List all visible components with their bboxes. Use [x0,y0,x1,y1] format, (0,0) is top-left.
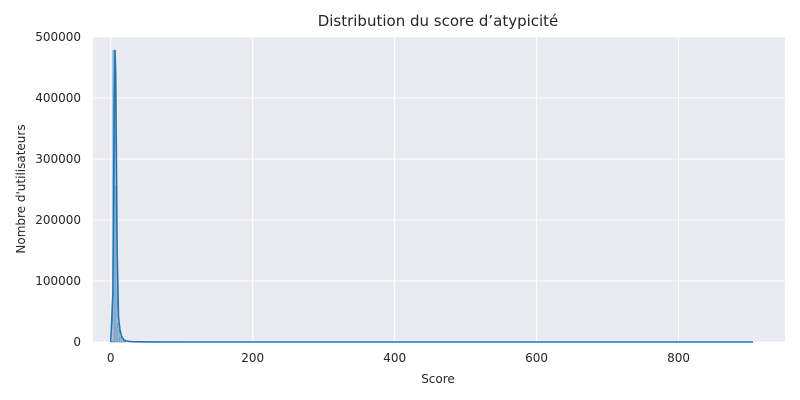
y-tick-label: 300000 [35,152,81,166]
chart-title: Distribution du score d’atypicité [318,12,559,30]
kde-line [109,49,754,343]
histogram-bar [121,340,124,343]
y-tick-labels: 0 100000 200000 300000 400000 500000 [35,30,81,349]
y-tick-label: 100000 [35,274,81,288]
y-axis-title: Nombre d'utilisateurs [14,124,28,253]
y-tick-label: 200000 [35,213,81,227]
x-axis-title: Score [421,372,455,386]
y-tick-label: 400000 [35,91,81,105]
x-tick-label: 600 [525,351,548,365]
x-tick-label: 0 [107,351,115,365]
x-tick-label: 800 [667,351,690,365]
x-tick-label: 400 [383,351,406,365]
x-tick-label: 200 [241,351,264,365]
plot-area [93,37,785,342]
kde-curve-layer [109,49,754,343]
histogram-bar [116,323,120,343]
y-tick-label: 500000 [35,30,81,44]
y-tick-label: 0 [73,335,81,349]
x-tick-labels: 0 200 400 600 800 [107,351,690,365]
histogram-bar [118,336,122,343]
